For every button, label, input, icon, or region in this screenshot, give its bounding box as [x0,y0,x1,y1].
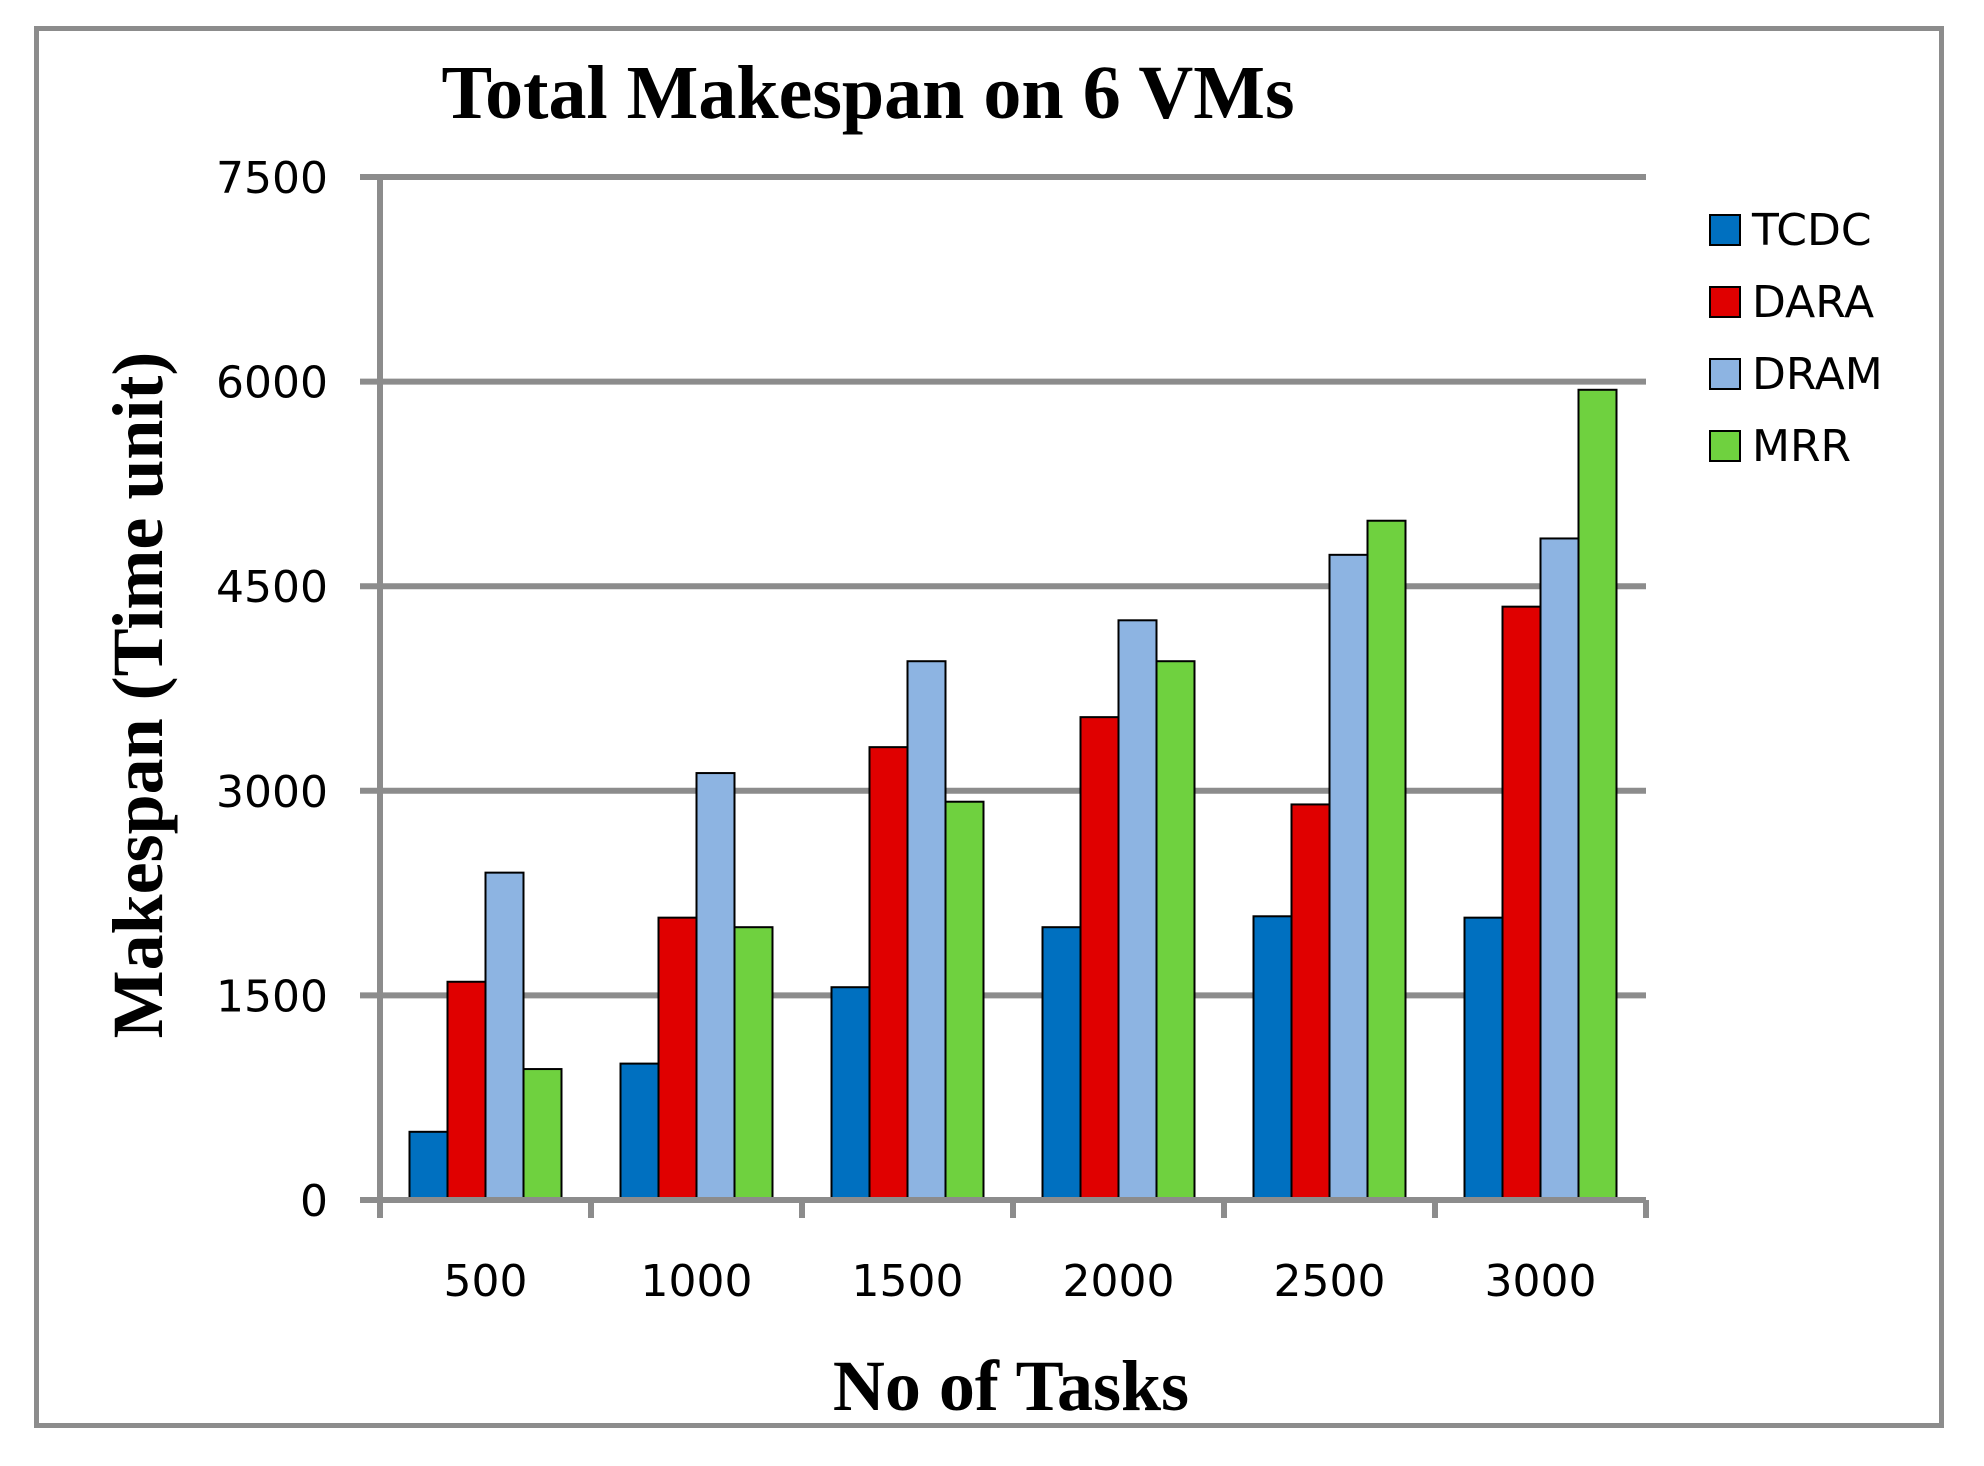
y-tick-label: 7500 [216,153,328,204]
bar-mrr-1500 [944,800,985,1201]
bar-tcdc-500 [408,1130,449,1202]
x-tick-label: 1500 [852,1256,964,1307]
y-tick-label: 3000 [216,767,328,818]
x-tick-label: 2000 [1063,1256,1175,1307]
bar-tcdc-1000 [619,1062,660,1201]
legend-swatch-tcdc [1709,214,1741,246]
chart-frame [34,26,1944,1428]
x-tick-labels: 500 1000 1500 2000 2500 3000 [444,1256,1597,1307]
x-axis-title: No of Tasks [833,1346,1189,1426]
bar-dara-1000 [657,916,698,1201]
bar-mrr-2000 [1155,660,1196,1201]
legend-label-mrr: MRR [1752,421,1851,472]
axes [360,174,1649,1218]
bar-tcdc-3000 [1463,916,1504,1201]
bar-dram-500 [484,871,525,1201]
bar-mrr-500 [522,1068,563,1202]
legend-swatch-dara [1709,286,1741,318]
bars [408,388,1618,1202]
y-tick-label: 1500 [216,971,328,1022]
bar-dram-1000 [695,772,736,1201]
y-tick-label: 4500 [216,562,328,613]
legend-swatch-dram [1709,358,1741,390]
bar-mrr-1000 [733,926,774,1201]
bar-mrr-2500 [1366,519,1407,1201]
y-axis-title: Makespan (Time unit) [98,352,178,1039]
legend: TCDC DARA DRAM MRR [1709,205,1883,472]
legend-swatch-mrr [1709,430,1741,462]
y-tick-labels: 0 1500 3000 4500 6000 7500 [216,153,328,1227]
bar-dara-3000 [1501,605,1542,1201]
legend-label-tcdc: TCDC [1751,205,1872,256]
bar-dram-2000 [1117,619,1158,1201]
gridlines [360,174,1646,999]
chart-title: Total Makespan on 6 VMs [441,51,1294,135]
legend-label-dara: DARA [1752,277,1874,328]
bar-tcdc-1500 [830,986,871,1201]
y-tick-label: 0 [300,1176,328,1227]
x-tick-label: 2500 [1274,1256,1386,1307]
bar-mrr-3000 [1577,388,1618,1201]
bar-dram-2500 [1328,553,1369,1201]
bar-dram-1500 [906,660,947,1201]
y-tick-label: 6000 [216,358,328,409]
x-tick-label: 500 [444,1256,528,1307]
bar-dram-3000 [1539,537,1580,1201]
legend-label-dram: DRAM [1752,349,1883,400]
bar-dara-2500 [1290,803,1331,1201]
bar-tcdc-2500 [1252,915,1293,1202]
bar-dara-1500 [868,746,909,1201]
bar-dara-2000 [1079,716,1120,1201]
x-tick-label: 1000 [641,1256,753,1307]
x-tick-label: 3000 [1485,1256,1597,1307]
bar-tcdc-2000 [1041,926,1082,1201]
bar-dara-500 [446,980,487,1202]
